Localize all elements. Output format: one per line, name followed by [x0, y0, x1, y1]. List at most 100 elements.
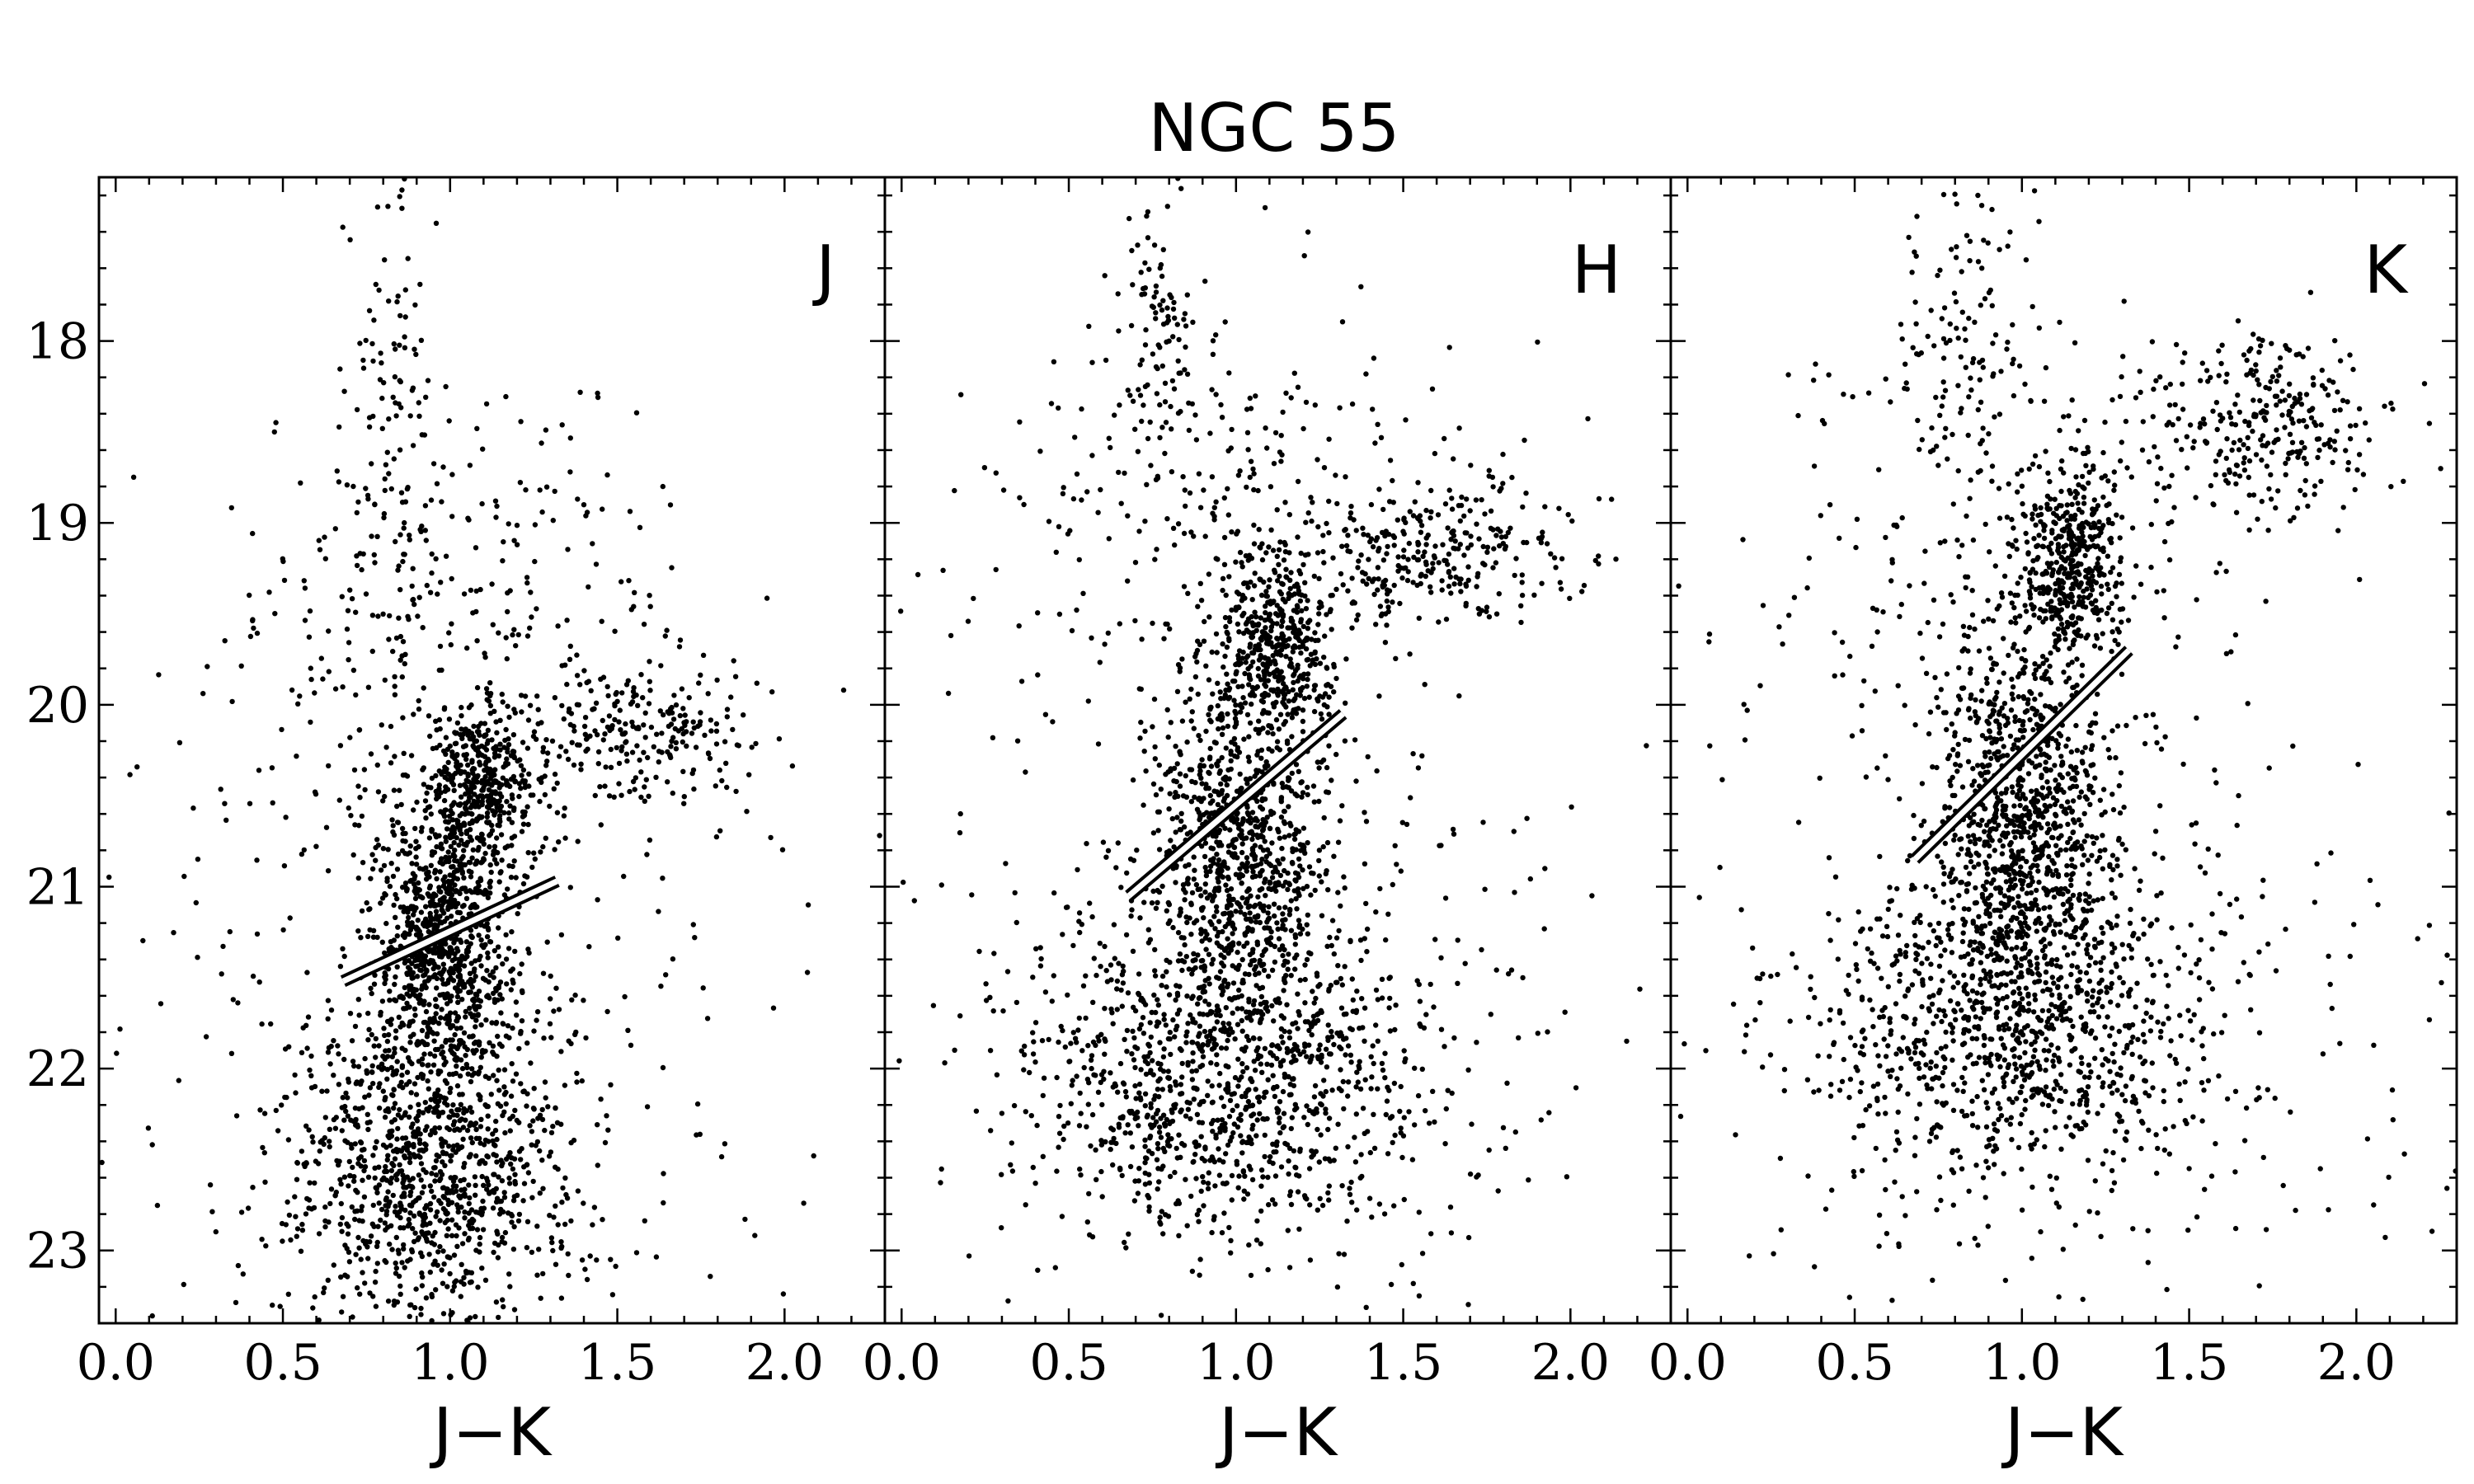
data-point [643, 777, 649, 782]
data-point [479, 1050, 486, 1056]
data-point [437, 869, 443, 875]
data-point [1259, 857, 1265, 862]
data-point [281, 577, 288, 584]
data-point [662, 633, 668, 639]
data-point [439, 942, 445, 947]
data-point [582, 715, 589, 721]
data-point [562, 835, 568, 841]
data-point [1293, 762, 1300, 768]
data-point [1288, 823, 1294, 829]
data-point [487, 862, 493, 868]
data-point [517, 970, 523, 977]
data-point [421, 1184, 427, 1190]
data-point [1209, 1229, 1215, 1236]
data-point [577, 682, 583, 688]
data-point [340, 1294, 346, 1299]
data-point [1289, 715, 1296, 721]
data-point [492, 812, 497, 818]
data-point [382, 793, 388, 800]
data-point [114, 1050, 120, 1056]
data-point [350, 483, 356, 490]
data-point [473, 974, 478, 979]
data-point [387, 613, 393, 619]
data-point [1227, 827, 1233, 833]
data-point [1286, 804, 1291, 810]
data-point [1267, 825, 1273, 832]
data-point [463, 1053, 468, 1059]
data-point [1274, 603, 1280, 608]
data-point [1195, 952, 1201, 958]
data-point [394, 1176, 400, 1183]
data-point [1282, 820, 1288, 826]
data-point [451, 869, 458, 875]
data-point [496, 925, 501, 931]
data-point [416, 1000, 422, 1006]
data-point [1333, 979, 1339, 985]
data-point [99, 1159, 105, 1166]
data-point [469, 818, 476, 824]
data-point [425, 378, 431, 383]
data-point [349, 596, 355, 602]
data-point [477, 1249, 482, 1255]
data-point [1257, 873, 1263, 879]
data-point [393, 635, 400, 641]
data-point [1284, 1045, 1291, 1052]
data-point [1271, 704, 1277, 710]
data-point [354, 1208, 360, 1214]
data-point [486, 805, 492, 811]
data-point [544, 758, 550, 764]
data-point [632, 589, 637, 595]
data-point [510, 732, 517, 738]
data-point [473, 801, 480, 807]
data-point [1272, 866, 1278, 872]
data-point [528, 1060, 534, 1066]
data-point [1249, 810, 1256, 815]
data-point [1293, 896, 1299, 902]
data-point [529, 1195, 535, 1200]
data-point [449, 1108, 454, 1115]
data-point [621, 731, 627, 737]
data-point [539, 1158, 545, 1163]
data-point [1244, 655, 1249, 660]
data-point [484, 921, 490, 927]
data-point [385, 966, 392, 972]
data-point [390, 873, 397, 880]
data-point [407, 1210, 413, 1216]
data-point [1229, 740, 1235, 745]
data-point [416, 594, 422, 600]
data-point [293, 1214, 299, 1219]
data-point [466, 1235, 472, 1242]
data-point [454, 1026, 460, 1031]
data-point [360, 1270, 365, 1275]
data-point [446, 1126, 453, 1133]
data-point [556, 839, 562, 845]
data-point [439, 1141, 444, 1147]
data-point [454, 730, 459, 736]
data-point [417, 967, 423, 973]
data-point [455, 1209, 461, 1215]
data-point [1215, 680, 1221, 686]
data-point [1246, 734, 1252, 740]
data-point [681, 794, 687, 800]
data-point [371, 981, 378, 987]
data-point [429, 1291, 435, 1298]
data-point [518, 786, 524, 791]
data-point [322, 1285, 327, 1291]
data-point [355, 1064, 362, 1069]
data-point [332, 686, 339, 692]
data-point [1311, 687, 1317, 693]
data-point [469, 1139, 475, 1146]
data-point [1164, 707, 1170, 713]
data-point [464, 1046, 470, 1053]
data-point [1287, 585, 1293, 592]
data-point [489, 737, 495, 743]
data-point [369, 990, 374, 997]
data-point [1117, 1060, 1124, 1067]
data-point [718, 1153, 725, 1160]
data-point [421, 999, 426, 1005]
data-point [562, 1175, 568, 1181]
data-point [1274, 621, 1280, 627]
data-point [1177, 749, 1183, 755]
data-point [473, 1017, 479, 1023]
data-point [1199, 757, 1205, 763]
